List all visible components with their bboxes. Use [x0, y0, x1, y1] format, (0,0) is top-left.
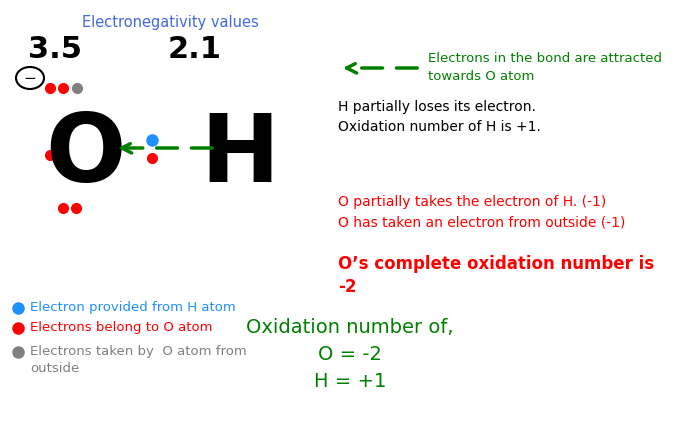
Text: towards O atom: towards O atom — [428, 70, 534, 83]
Text: H = +1: H = +1 — [314, 372, 386, 391]
Text: O has taken an electron from outside (-1): O has taken an electron from outside (-1… — [338, 215, 625, 229]
Text: H: H — [200, 110, 279, 202]
Text: O partially takes the electron of H. (-1): O partially takes the electron of H. (-1… — [338, 195, 606, 209]
Text: -2: -2 — [338, 278, 356, 296]
Text: Oxidation number of,: Oxidation number of, — [246, 318, 454, 337]
Text: O: O — [45, 110, 125, 202]
Text: −: − — [24, 71, 36, 85]
Text: Electron provided from H atom: Electron provided from H atom — [30, 301, 236, 314]
Text: Oxidation number of H is +1.: Oxidation number of H is +1. — [338, 120, 541, 134]
Text: outside: outside — [30, 362, 79, 374]
Text: Electrons belong to O atom: Electrons belong to O atom — [30, 321, 213, 334]
Text: 3.5: 3.5 — [28, 35, 82, 64]
Text: H partially loses its electron.: H partially loses its electron. — [338, 100, 536, 114]
Text: O’s complete oxidation number is: O’s complete oxidation number is — [338, 255, 654, 273]
Text: Electronegativity values: Electronegativity values — [82, 15, 258, 30]
Text: O = -2: O = -2 — [318, 345, 382, 364]
Text: Electrons in the bond are attracted: Electrons in the bond are attracted — [428, 52, 662, 65]
Text: Electrons taken by  O atom from: Electrons taken by O atom from — [30, 346, 246, 359]
Text: 2.1: 2.1 — [168, 35, 222, 64]
